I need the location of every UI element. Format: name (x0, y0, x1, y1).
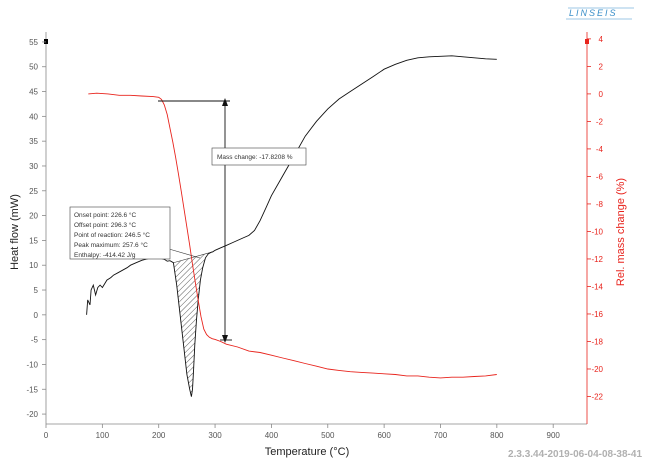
x-axis-title: Temperature (°C) (265, 446, 349, 458)
y-ticks: -20 -15 -10 -5 0 5 10 15 20 25 30 35 40 45 50 55 (26, 38, 46, 419)
y-tick-label: -5 (31, 336, 39, 345)
y-tick-label: 0 (34, 311, 39, 320)
x-tick-label: 900 (547, 431, 561, 440)
arrow-head-top (222, 98, 228, 106)
y-tick-label: -15 (26, 385, 38, 394)
right-axis-marker (585, 39, 589, 44)
y-tick-label: 55 (29, 38, 38, 47)
left-axis-marker (44, 39, 48, 44)
y-tick-label: 35 (29, 137, 38, 146)
mass-change-text: Mass change: -17.8208 % (217, 154, 293, 161)
y-axis-title: Heat flow (mW) (9, 194, 21, 270)
y-tick-label: 40 (29, 112, 38, 121)
y2-tick-label: -4 (596, 145, 604, 154)
y-tick-label: 15 (29, 236, 38, 245)
x-tick-label: 800 (490, 431, 504, 440)
x-tick-label: 700 (434, 431, 448, 440)
y2-tick-label: -20 (591, 365, 603, 374)
dsc-annotation: Onset point: 226.6 °C Offset point: 296.… (69, 206, 201, 260)
mass-change-line (88, 92, 497, 379)
x-tick-label: 500 (321, 431, 335, 440)
y-tick-label: -10 (26, 360, 38, 369)
y2-tick-label: 0 (599, 90, 604, 99)
y2-axis-title: Rel. mass change (%) (615, 178, 627, 286)
x-tick-label: 600 (377, 431, 391, 440)
x-tick-label: 100 (96, 431, 110, 440)
y-tick-label: 20 (29, 212, 38, 221)
y2-tick-label: -8 (596, 200, 604, 209)
y-tick-label: 30 (29, 162, 38, 171)
logo-text: LINSEIS (569, 8, 618, 18)
dsc-onset-text: Onset point: 226.6 °C (74, 211, 137, 219)
y2-tick-label: -2 (596, 117, 604, 126)
x-tick-label: 200 (152, 431, 166, 440)
y-tick-label: 25 (29, 187, 38, 196)
dsc-annotation-box (69, 206, 171, 260)
y-tick-label: 5 (34, 286, 39, 295)
mass-change-annotation: Mass change: -17.8208 % (158, 98, 307, 343)
version-watermark: 2.3.3.44-2019-06-04-08-38-41 (508, 449, 642, 460)
y-tick-label: 45 (29, 88, 38, 97)
y2-tick-label: -18 (591, 337, 603, 346)
y2-tick-label: -16 (591, 310, 603, 319)
y2-tick-label: 4 (599, 35, 604, 44)
y2-tick-label: -22 (591, 392, 603, 401)
dsc-enthalpy-text: Enthalpy: -414.42 J/g (74, 252, 136, 259)
dsc-peak-text: Peak maximum: 257.6 °C (74, 241, 148, 249)
y2-tick-label: -14 (591, 282, 603, 291)
y2-tick-label: -10 (591, 227, 603, 236)
y2-tick-label: 2 (599, 62, 604, 71)
x-tick-label: 0 (44, 431, 49, 440)
linseis-logo: LINSEIS (566, 7, 634, 20)
x-ticks: 0 100 200 300 400 500 600 700 800 900 (44, 424, 561, 440)
dsc-annotation-leader (168, 248, 201, 259)
y-tick-label: 10 (29, 261, 38, 270)
y-tick-label: -20 (26, 410, 38, 419)
dsc-baseline (173, 251, 213, 264)
y-tick-label: 50 (29, 63, 38, 72)
y2-tick-label: -6 (596, 172, 604, 181)
arrow-head-bottom (222, 335, 228, 343)
x-tick-label: 400 (265, 431, 279, 440)
mass-change-box (211, 147, 307, 166)
dsc-peak-hatched-area (173, 251, 213, 397)
heat-flow-line (86, 55, 497, 397)
dsc-offset-text: Offset point: 296.3 °C (74, 221, 136, 229)
y2-tick-label: -12 (591, 255, 603, 264)
dsc-reaction-text: Point of reaction: 246.5 °C (74, 231, 150, 239)
x-tick-label: 300 (208, 431, 222, 440)
